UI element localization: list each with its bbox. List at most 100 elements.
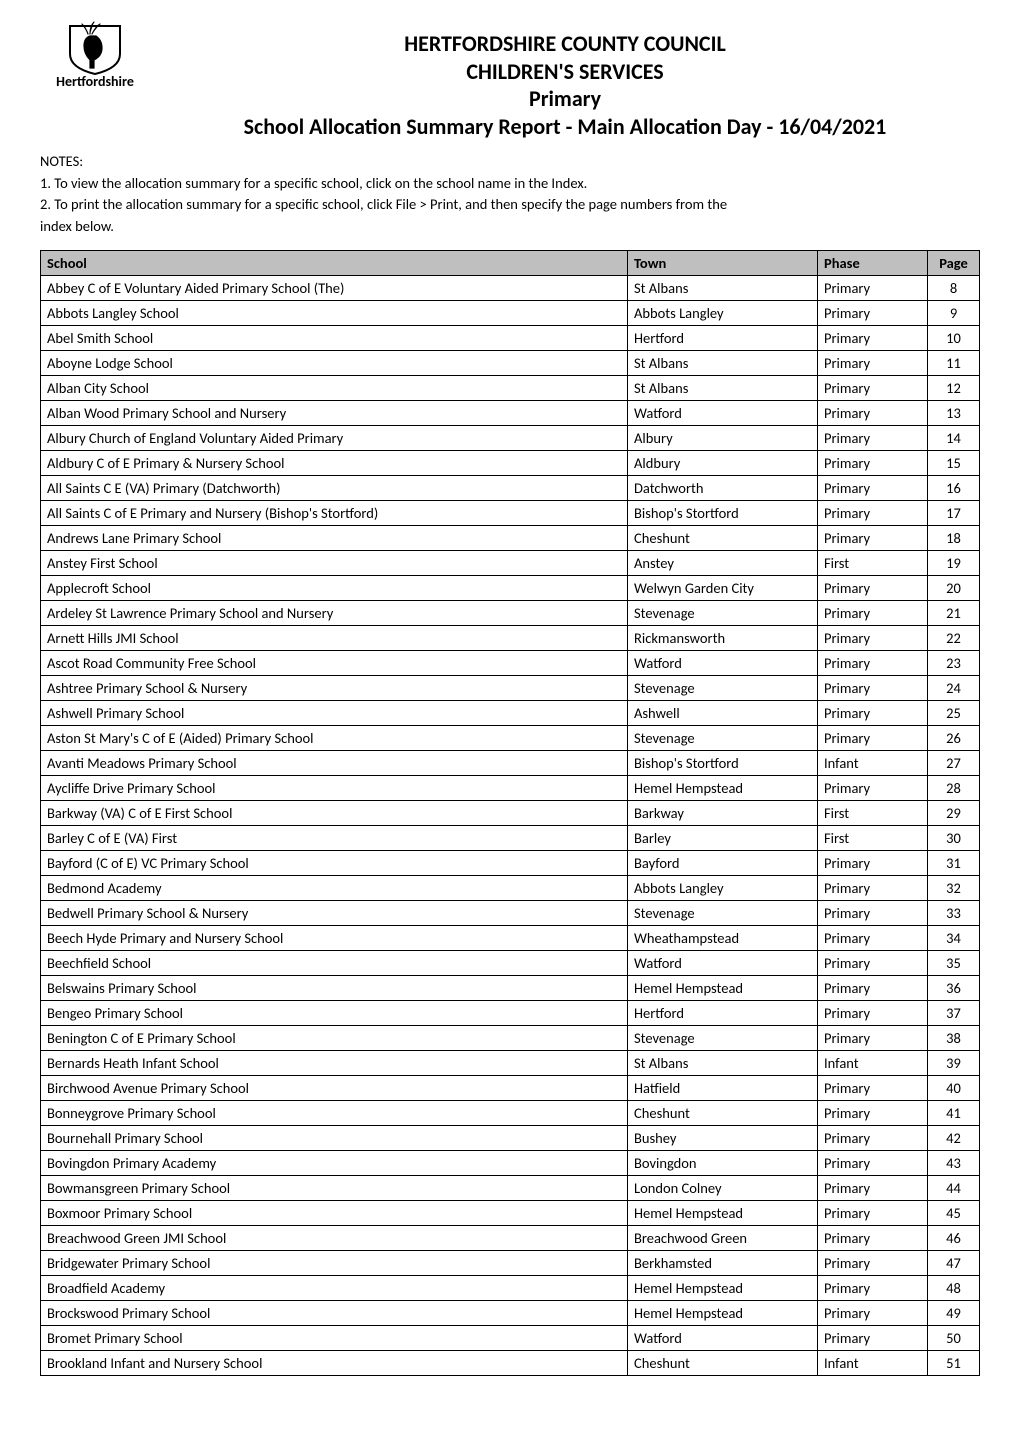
table-row: Alban Wood Primary School and NurseryWat…: [41, 401, 980, 426]
cell-phase: Primary: [818, 576, 928, 601]
col-header-town: Town: [628, 251, 818, 276]
cell-phase: Primary: [818, 1076, 928, 1101]
table-row: Belswains Primary SchoolHemel HempsteadP…: [41, 976, 980, 1001]
cell-page: 44: [928, 1176, 980, 1201]
table-row: Aston St Mary's C of E (Aided) Primary S…: [41, 726, 980, 751]
cell-school: Birchwood Avenue Primary School: [41, 1076, 628, 1101]
cell-school: Avanti Meadows Primary School: [41, 751, 628, 776]
cell-town: Abbots Langley: [628, 876, 818, 901]
table-row: Aycliffe Drive Primary SchoolHemel Hemps…: [41, 776, 980, 801]
cell-phase: Primary: [818, 351, 928, 376]
table-row: Alban City SchoolSt AlbansPrimary12: [41, 376, 980, 401]
table-row: Aldbury C of E Primary & Nursery SchoolA…: [41, 451, 980, 476]
cell-school: Abel Smith School: [41, 326, 628, 351]
notes-line-2b: index below.: [40, 217, 980, 237]
table-row: Bedmond AcademyAbbots LangleyPrimary32: [41, 876, 980, 901]
table-row: Bowmansgreen Primary SchoolLondon Colney…: [41, 1176, 980, 1201]
table-row: Barley C of E (VA) FirstBarleyFirst30: [41, 826, 980, 851]
cell-phase: Primary: [818, 676, 928, 701]
cell-phase: Primary: [818, 1301, 928, 1326]
cell-town: St Albans: [628, 276, 818, 301]
cell-page: 24: [928, 676, 980, 701]
cell-phase: Primary: [818, 626, 928, 651]
cell-phase: Infant: [818, 751, 928, 776]
table-row: Albury Church of England Voluntary Aided…: [41, 426, 980, 451]
cell-town: Rickmansworth: [628, 626, 818, 651]
table-body: Abbey C of E Voluntary Aided Primary Sch…: [41, 276, 980, 1376]
cell-phase: Primary: [818, 1026, 928, 1051]
cell-town: London Colney: [628, 1176, 818, 1201]
table-row: Brockswood Primary SchoolHemel Hempstead…: [41, 1301, 980, 1326]
cell-page: 26: [928, 726, 980, 751]
cell-phase: Primary: [818, 1326, 928, 1351]
cell-page: 32: [928, 876, 980, 901]
col-header-school: School: [41, 251, 628, 276]
cell-page: 34: [928, 926, 980, 951]
table-row: Broadfield AcademyHemel HempsteadPrimary…: [41, 1276, 980, 1301]
cell-phase: Primary: [818, 651, 928, 676]
table-row: Andrews Lane Primary SchoolCheshuntPrima…: [41, 526, 980, 551]
cell-school: Abbey C of E Voluntary Aided Primary Sch…: [41, 276, 628, 301]
cell-phase: Primary: [818, 901, 928, 926]
cell-school: Arnett Hills JMI School: [41, 626, 628, 651]
table-row: All Saints C of E Primary and Nursery (B…: [41, 501, 980, 526]
cell-page: 9: [928, 301, 980, 326]
cell-phase: Primary: [818, 951, 928, 976]
cell-page: 49: [928, 1301, 980, 1326]
table-row: Bengeo Primary SchoolHertfordPrimary37: [41, 1001, 980, 1026]
cell-page: 48: [928, 1276, 980, 1301]
cell-town: Berkhamsted: [628, 1251, 818, 1276]
cell-page: 31: [928, 851, 980, 876]
cell-town: Hemel Hempstead: [628, 1301, 818, 1326]
cell-school: Aboyne Lodge School: [41, 351, 628, 376]
table-row: Birchwood Avenue Primary SchoolHatfieldP…: [41, 1076, 980, 1101]
cell-town: Barley: [628, 826, 818, 851]
cell-school: Ascot Road Community Free School: [41, 651, 628, 676]
cell-town: Ashwell: [628, 701, 818, 726]
cell-page: 23: [928, 651, 980, 676]
cell-town: Bayford: [628, 851, 818, 876]
table-row: Boxmoor Primary SchoolHemel HempsteadPri…: [41, 1201, 980, 1226]
notes-block: NOTES: 1. To view the allocation summary…: [40, 152, 980, 236]
cell-town: Anstey: [628, 551, 818, 576]
cell-school: Andrews Lane Primary School: [41, 526, 628, 551]
cell-phase: Primary: [818, 776, 928, 801]
cell-page: 37: [928, 1001, 980, 1026]
cell-school: Benington C of E Primary School: [41, 1026, 628, 1051]
cell-school: Abbots Langley School: [41, 301, 628, 326]
cell-school: Beech Hyde Primary and Nursery School: [41, 926, 628, 951]
cell-town: St Albans: [628, 351, 818, 376]
cell-school: Bridgewater Primary School: [41, 1251, 628, 1276]
cell-town: Stevenage: [628, 726, 818, 751]
cell-school: Alban City School: [41, 376, 628, 401]
table-row: Bovingdon Primary AcademyBovingdonPrimar…: [41, 1151, 980, 1176]
cell-phase: Primary: [818, 476, 928, 501]
cell-town: Abbots Langley: [628, 301, 818, 326]
cell-school: Bedwell Primary School & Nursery: [41, 901, 628, 926]
cell-school: Boxmoor Primary School: [41, 1201, 628, 1226]
cell-school: Aldbury C of E Primary & Nursery School: [41, 451, 628, 476]
cell-page: 19: [928, 551, 980, 576]
cell-phase: Primary: [818, 701, 928, 726]
cell-town: Watford: [628, 1326, 818, 1351]
header-row: Hertfordshire HERTFORDSHIRE COUNTY COUNC…: [40, 20, 980, 140]
table-row: Abbey C of E Voluntary Aided Primary Sch…: [41, 276, 980, 301]
cell-school: Bayford (C of E) VC Primary School: [41, 851, 628, 876]
cell-page: 15: [928, 451, 980, 476]
table-row: Brookland Infant and Nursery SchoolChesh…: [41, 1351, 980, 1376]
table-row: Ardeley St Lawrence Primary School and N…: [41, 601, 980, 626]
cell-phase: Primary: [818, 1126, 928, 1151]
cell-page: 12: [928, 376, 980, 401]
cell-page: 17: [928, 501, 980, 526]
cell-school: Anstey First School: [41, 551, 628, 576]
cell-phase: Primary: [818, 426, 928, 451]
cell-town: Watford: [628, 401, 818, 426]
table-row: Ashtree Primary School & NurseryStevenag…: [41, 676, 980, 701]
cell-school: Broadfield Academy: [41, 1276, 628, 1301]
cell-phase: Primary: [818, 1276, 928, 1301]
table-row: Anstey First SchoolAnsteyFirst19: [41, 551, 980, 576]
cell-school: Aston St Mary's C of E (Aided) Primary S…: [41, 726, 628, 751]
logo-block: Hertfordshire: [40, 20, 150, 90]
table-row: Abbots Langley SchoolAbbots LangleyPrima…: [41, 301, 980, 326]
cell-town: Hemel Hempstead: [628, 776, 818, 801]
